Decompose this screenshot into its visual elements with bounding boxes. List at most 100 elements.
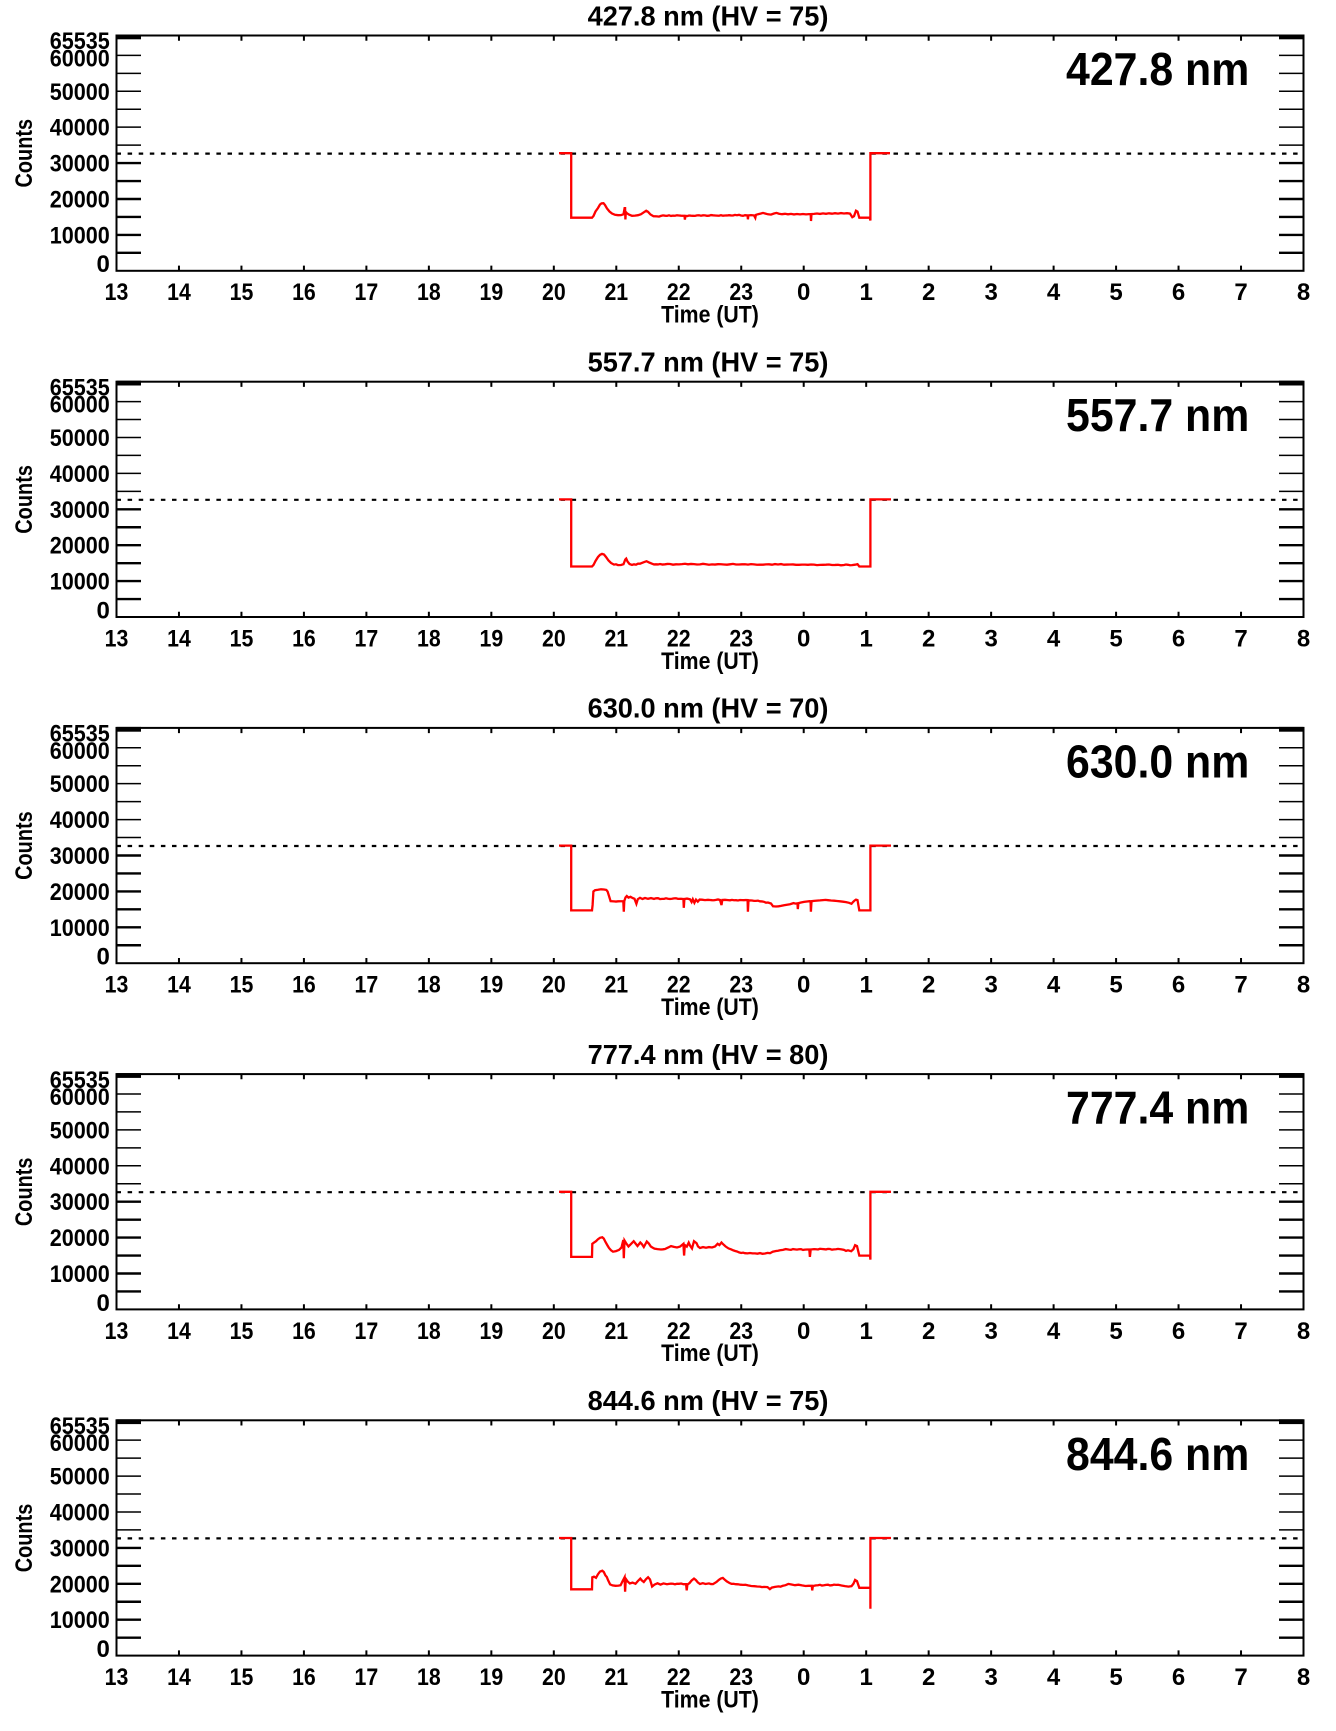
- svg-text:60000: 60000: [50, 1084, 110, 1111]
- svg-text:7: 7: [1234, 279, 1247, 306]
- svg-text:0: 0: [96, 1290, 109, 1317]
- svg-text:6: 6: [1172, 625, 1185, 652]
- svg-text:21: 21: [604, 279, 628, 306]
- svg-text:23: 23: [729, 279, 753, 306]
- svg-text:30000: 30000: [50, 1189, 110, 1216]
- svg-text:40000: 40000: [50, 115, 110, 142]
- svg-text:30000: 30000: [50, 843, 110, 870]
- svg-text:16: 16: [292, 1318, 316, 1345]
- svg-text:427.8 nm: 427.8 nm: [1066, 43, 1249, 95]
- svg-text:16: 16: [292, 625, 316, 652]
- svg-text:65535: 65535: [50, 721, 110, 748]
- svg-text:0: 0: [96, 251, 109, 278]
- svg-text:844.6 nm: 844.6 nm: [1066, 1428, 1249, 1480]
- svg-text:2: 2: [922, 1318, 935, 1345]
- svg-text:16: 16: [292, 279, 316, 306]
- svg-text:18: 18: [417, 279, 441, 306]
- svg-text:21: 21: [604, 625, 628, 652]
- svg-text:13: 13: [105, 279, 129, 306]
- svg-text:23: 23: [729, 972, 753, 999]
- svg-text:1: 1: [860, 972, 873, 999]
- svg-text:0: 0: [797, 1318, 810, 1345]
- svg-text:65535: 65535: [50, 374, 110, 401]
- svg-text:4: 4: [1047, 625, 1061, 652]
- svg-text:18: 18: [417, 972, 441, 999]
- svg-text:3: 3: [984, 625, 997, 652]
- svg-text:6: 6: [1172, 1664, 1185, 1691]
- svg-text:22: 22: [667, 1664, 691, 1691]
- svg-text:19: 19: [479, 1664, 503, 1691]
- svg-text:7: 7: [1234, 972, 1247, 999]
- svg-text:15: 15: [230, 279, 254, 306]
- svg-text:65535: 65535: [50, 1067, 110, 1094]
- svg-text:21: 21: [604, 1318, 628, 1345]
- svg-text:6: 6: [1172, 972, 1185, 999]
- svg-text:7: 7: [1234, 1318, 1247, 1345]
- svg-text:0: 0: [797, 972, 810, 999]
- svg-text:20000: 20000: [50, 533, 110, 560]
- svg-text:16: 16: [292, 1664, 316, 1691]
- svg-text:5: 5: [1109, 279, 1122, 306]
- svg-text:18: 18: [417, 1318, 441, 1345]
- svg-text:20: 20: [542, 625, 566, 652]
- svg-text:20000: 20000: [50, 1571, 110, 1598]
- svg-text:65535: 65535: [50, 1413, 110, 1440]
- svg-text:7: 7: [1234, 1664, 1247, 1691]
- svg-text:14: 14: [167, 1318, 191, 1345]
- svg-text:8: 8: [1297, 625, 1310, 652]
- svg-text:777.4 nm: 777.4 nm: [1066, 1082, 1249, 1134]
- svg-text:4: 4: [1047, 279, 1061, 306]
- svg-text:18: 18: [417, 1664, 441, 1691]
- svg-text:22: 22: [667, 972, 691, 999]
- svg-text:20: 20: [542, 972, 566, 999]
- svg-text:Counts: Counts: [11, 465, 38, 534]
- svg-text:4: 4: [1047, 1664, 1061, 1691]
- svg-text:10000: 10000: [50, 569, 110, 596]
- svg-text:60000: 60000: [50, 1430, 110, 1457]
- svg-text:0: 0: [96, 597, 109, 624]
- svg-text:50000: 50000: [50, 1117, 110, 1144]
- svg-text:10000: 10000: [50, 915, 110, 942]
- svg-text:40000: 40000: [50, 1500, 110, 1527]
- svg-text:4: 4: [1047, 1318, 1061, 1345]
- svg-text:18: 18: [417, 625, 441, 652]
- svg-text:2: 2: [922, 625, 935, 652]
- svg-text:Counts: Counts: [11, 1504, 38, 1573]
- svg-text:13: 13: [105, 1664, 129, 1691]
- svg-text:17: 17: [355, 625, 379, 652]
- svg-text:23: 23: [729, 1318, 753, 1345]
- svg-text:0: 0: [797, 279, 810, 306]
- svg-text:557.7 nm (HV = 75): 557.7 nm (HV = 75): [588, 347, 829, 378]
- svg-text:13: 13: [105, 625, 129, 652]
- svg-text:1: 1: [860, 279, 873, 306]
- svg-text:10000: 10000: [50, 1607, 110, 1634]
- svg-text:23: 23: [729, 1664, 753, 1691]
- svg-text:19: 19: [479, 279, 503, 306]
- svg-text:630.0 nm (HV = 70): 630.0 nm (HV = 70): [588, 693, 829, 724]
- svg-text:15: 15: [230, 972, 254, 999]
- svg-text:844.6 nm (HV = 75): 844.6 nm (HV = 75): [588, 1385, 829, 1416]
- svg-text:17: 17: [355, 1318, 379, 1345]
- svg-text:50000: 50000: [50, 1464, 110, 1491]
- svg-text:6: 6: [1172, 1318, 1185, 1345]
- svg-text:20: 20: [542, 279, 566, 306]
- svg-text:20: 20: [542, 1664, 566, 1691]
- svg-text:20000: 20000: [50, 187, 110, 214]
- svg-text:10000: 10000: [50, 1261, 110, 1288]
- svg-text:Time (UT): Time (UT): [661, 994, 759, 1021]
- svg-text:5: 5: [1109, 1318, 1122, 1345]
- svg-text:Counts: Counts: [11, 119, 38, 188]
- svg-text:20000: 20000: [50, 1225, 110, 1252]
- svg-text:21: 21: [604, 1664, 628, 1691]
- svg-text:22: 22: [667, 625, 691, 652]
- svg-text:15: 15: [230, 1318, 254, 1345]
- svg-text:5: 5: [1109, 625, 1122, 652]
- svg-text:17: 17: [355, 972, 379, 999]
- svg-text:50000: 50000: [50, 79, 110, 106]
- svg-text:Time (UT): Time (UT): [661, 1340, 759, 1367]
- svg-text:13: 13: [105, 972, 129, 999]
- svg-text:19: 19: [479, 1318, 503, 1345]
- svg-text:50000: 50000: [50, 425, 110, 452]
- svg-text:8: 8: [1297, 1318, 1310, 1345]
- svg-text:3: 3: [984, 279, 997, 306]
